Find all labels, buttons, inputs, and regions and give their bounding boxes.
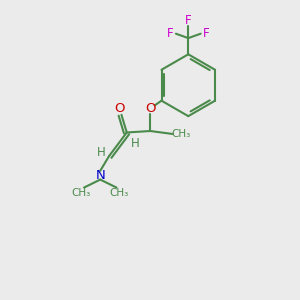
Text: H: H	[97, 146, 105, 159]
Text: F: F	[167, 27, 174, 40]
Text: O: O	[145, 102, 156, 116]
Text: CH₃: CH₃	[71, 188, 91, 198]
Text: N: N	[95, 169, 105, 182]
Text: CH₃: CH₃	[110, 188, 129, 198]
Text: F: F	[202, 27, 209, 40]
Text: O: O	[115, 102, 125, 115]
Text: CH₃: CH₃	[171, 129, 190, 139]
Text: F: F	[185, 14, 192, 27]
Text: H: H	[130, 137, 140, 150]
